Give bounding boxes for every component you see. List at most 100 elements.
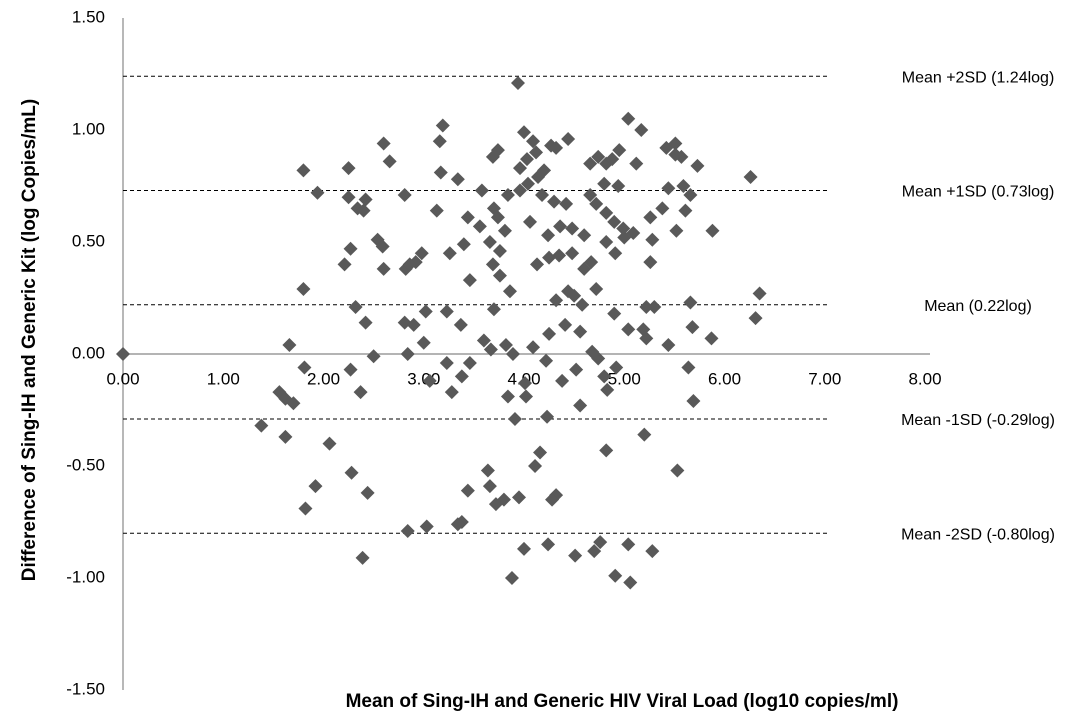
point	[541, 537, 556, 552]
point	[661, 181, 676, 196]
point	[355, 550, 370, 565]
point	[297, 360, 312, 375]
point	[439, 304, 454, 319]
point	[686, 394, 701, 409]
point	[558, 317, 573, 332]
point	[539, 353, 554, 368]
point	[573, 398, 588, 413]
point	[676, 179, 691, 193]
point	[523, 214, 538, 229]
point	[432, 134, 447, 149]
point	[533, 445, 548, 460]
point	[521, 176, 536, 191]
y-axis-title: Difference of Sing-IH and Generic Kit (l…	[19, 99, 40, 581]
point	[433, 165, 448, 180]
point	[460, 210, 475, 225]
x-tick-label: 6.00	[708, 369, 741, 388]
point	[583, 187, 598, 202]
point	[540, 409, 555, 424]
point	[530, 257, 545, 272]
x-tick-label: 0.00	[106, 369, 139, 388]
reference-label: Mean -1SD (-0.29log)	[901, 412, 1055, 429]
point	[519, 389, 534, 404]
point	[511, 490, 526, 505]
x-axis-title: Mean of Sing-IH and Generic HIV Viral Lo…	[346, 691, 899, 712]
point	[482, 479, 497, 494]
x-tick-label: 8.00	[908, 369, 941, 388]
point	[545, 492, 560, 507]
point	[442, 246, 457, 261]
point	[310, 185, 325, 200]
point	[597, 176, 612, 191]
point	[599, 205, 614, 220]
point	[472, 219, 487, 234]
point	[376, 261, 391, 276]
y-tick-label: -1.00	[66, 567, 105, 586]
point	[637, 427, 652, 442]
reference-label: Mean (0.22log)	[924, 298, 1032, 315]
point	[589, 196, 604, 211]
point	[643, 255, 658, 270]
point	[497, 223, 512, 238]
point	[341, 190, 356, 205]
point	[476, 333, 491, 348]
point	[685, 320, 700, 335]
point	[583, 156, 598, 171]
point	[492, 268, 507, 283]
point	[526, 340, 541, 355]
point	[486, 302, 501, 317]
point	[748, 311, 763, 326]
point	[549, 140, 564, 155]
point	[528, 459, 543, 473]
point	[518, 376, 533, 391]
point	[670, 463, 685, 478]
point	[512, 161, 527, 176]
point	[456, 237, 471, 252]
point	[322, 436, 337, 451]
x-tick-label: 5.00	[608, 369, 641, 388]
x-tick-label: 2.00	[307, 369, 340, 388]
point	[647, 299, 662, 314]
point	[496, 492, 511, 507]
point	[568, 548, 583, 563]
point	[668, 136, 683, 151]
point	[517, 541, 531, 556]
point	[599, 443, 614, 458]
point	[406, 317, 421, 332]
point	[645, 544, 660, 559]
point	[485, 257, 500, 272]
point	[561, 131, 576, 146]
y-tick-label: 1.00	[72, 119, 105, 138]
point	[358, 315, 373, 330]
point	[492, 243, 507, 258]
point	[616, 221, 631, 236]
point	[450, 172, 465, 187]
point	[752, 286, 767, 301]
point	[593, 535, 608, 550]
point	[500, 389, 515, 404]
point	[669, 223, 684, 238]
point	[577, 228, 592, 243]
point	[542, 326, 557, 341]
point	[356, 203, 371, 218]
point	[704, 331, 719, 346]
point	[565, 221, 580, 236]
point	[555, 373, 570, 388]
point	[382, 154, 397, 169]
point	[634, 123, 649, 137]
point	[419, 519, 434, 534]
point	[490, 210, 505, 225]
reference-label: Mean +1SD (0.73log)	[902, 184, 1055, 201]
point	[626, 226, 641, 241]
point	[623, 575, 638, 590]
point	[344, 465, 359, 480]
point	[298, 501, 313, 516]
point	[547, 194, 562, 209]
point	[429, 203, 444, 218]
point	[454, 369, 469, 384]
point	[608, 568, 623, 583]
reference-label: Mean -2SD (-0.80log)	[901, 526, 1055, 543]
point	[353, 385, 368, 400]
point	[529, 145, 544, 160]
point	[490, 143, 505, 158]
